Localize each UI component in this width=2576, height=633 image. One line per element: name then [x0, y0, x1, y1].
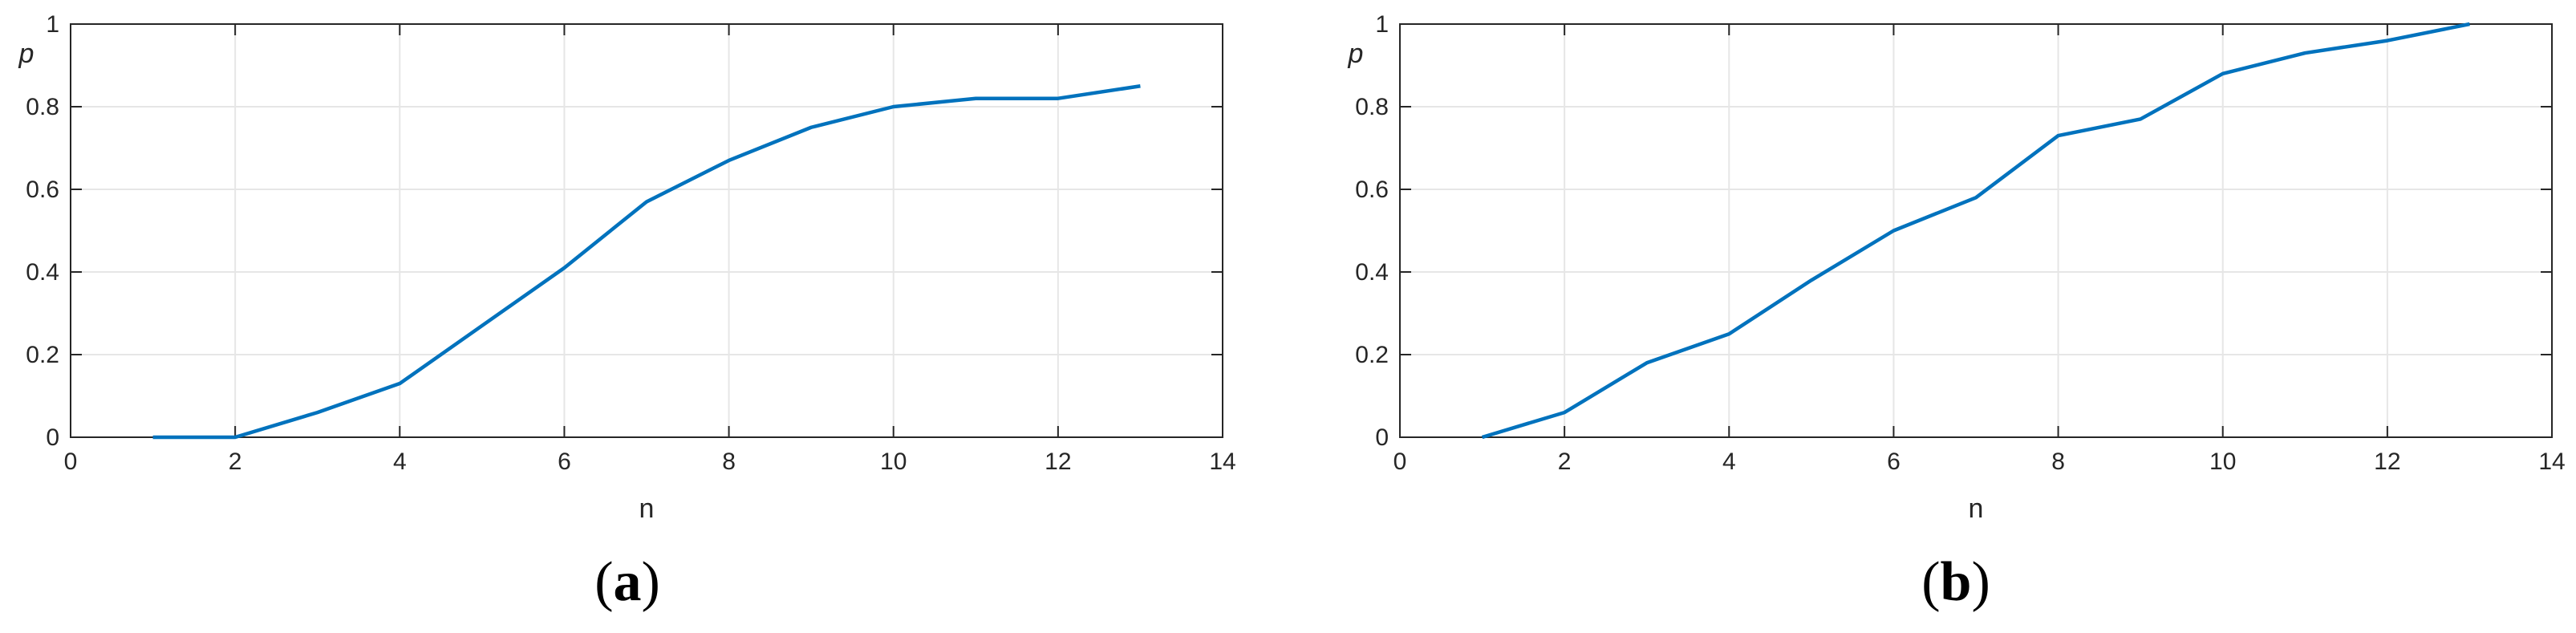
x-tick-label: 12 — [1045, 448, 1071, 475]
axes-box — [70, 23, 1223, 438]
x-axis-label: n — [639, 493, 655, 524]
panel-a: 0 2 4 6 8 10 12 14 0 0.2 0.4 0.6 0.8 1 n p (a) — [18, 11, 1236, 613]
panel-b: 0 2 4 6 8 10 12 14 0 0.2 0.4 0.6 0.8 1 n p (b) — [1348, 11, 2566, 613]
x-tick-label: 6 — [558, 448, 571, 475]
x-tick-label: 2 — [1558, 448, 1572, 475]
x-tick-label: 10 — [880, 448, 907, 475]
x-tick-label: 14 — [1209, 448, 1235, 475]
y-tick-label: 0.4 — [1355, 259, 1389, 286]
panel-caption: (a) — [594, 551, 660, 613]
caption-close-paren: ) — [1971, 551, 1990, 613]
series-line — [1481, 22, 2470, 440]
x-tick-label: 14 — [2538, 448, 2565, 475]
x-tick-label: 0 — [64, 448, 78, 475]
caption-letter: a — [614, 551, 642, 613]
x-tick-label: 4 — [393, 448, 407, 475]
y-tick-label: 0.6 — [26, 177, 59, 203]
y-tick-label: 1 — [1375, 11, 1389, 38]
y-tick-label: 0.4 — [26, 259, 59, 286]
y-tick-label: 0.8 — [1355, 94, 1389, 120]
x-tick-label: 12 — [2374, 448, 2400, 475]
caption-close-paren: ) — [642, 551, 660, 613]
y-tick-label: 1 — [46, 11, 59, 38]
y-axis-label: p — [1348, 39, 1364, 69]
y-tick-label: 0 — [1375, 424, 1389, 451]
panel-caption: (b) — [1921, 551, 1990, 613]
x-tick-label: 8 — [2051, 448, 2065, 475]
y-tick-label: 0.6 — [1355, 177, 1389, 203]
y-tick-label: 0.8 — [26, 94, 59, 120]
series-line — [152, 84, 1141, 440]
y-axis-label: p — [18, 39, 34, 69]
y-tick-label: 0.2 — [1355, 342, 1389, 368]
x-axis-label: n — [1969, 493, 1984, 524]
x-tick-label: 4 — [1722, 448, 1736, 475]
x-tick-label: 10 — [2209, 448, 2236, 475]
axes-box — [1399, 23, 2553, 438]
x-tick-label: 2 — [229, 448, 242, 475]
x-tick-label: 0 — [1393, 448, 1407, 475]
y-tick-label: 0 — [46, 424, 59, 451]
caption-letter: b — [1941, 551, 1972, 613]
x-tick-label: 6 — [1887, 448, 1901, 475]
y-tick-label: 0.2 — [26, 342, 59, 368]
x-tick-label: 8 — [722, 448, 736, 475]
caption-open-paren: ( — [1921, 551, 1940, 613]
caption-open-paren: ( — [594, 551, 613, 613]
